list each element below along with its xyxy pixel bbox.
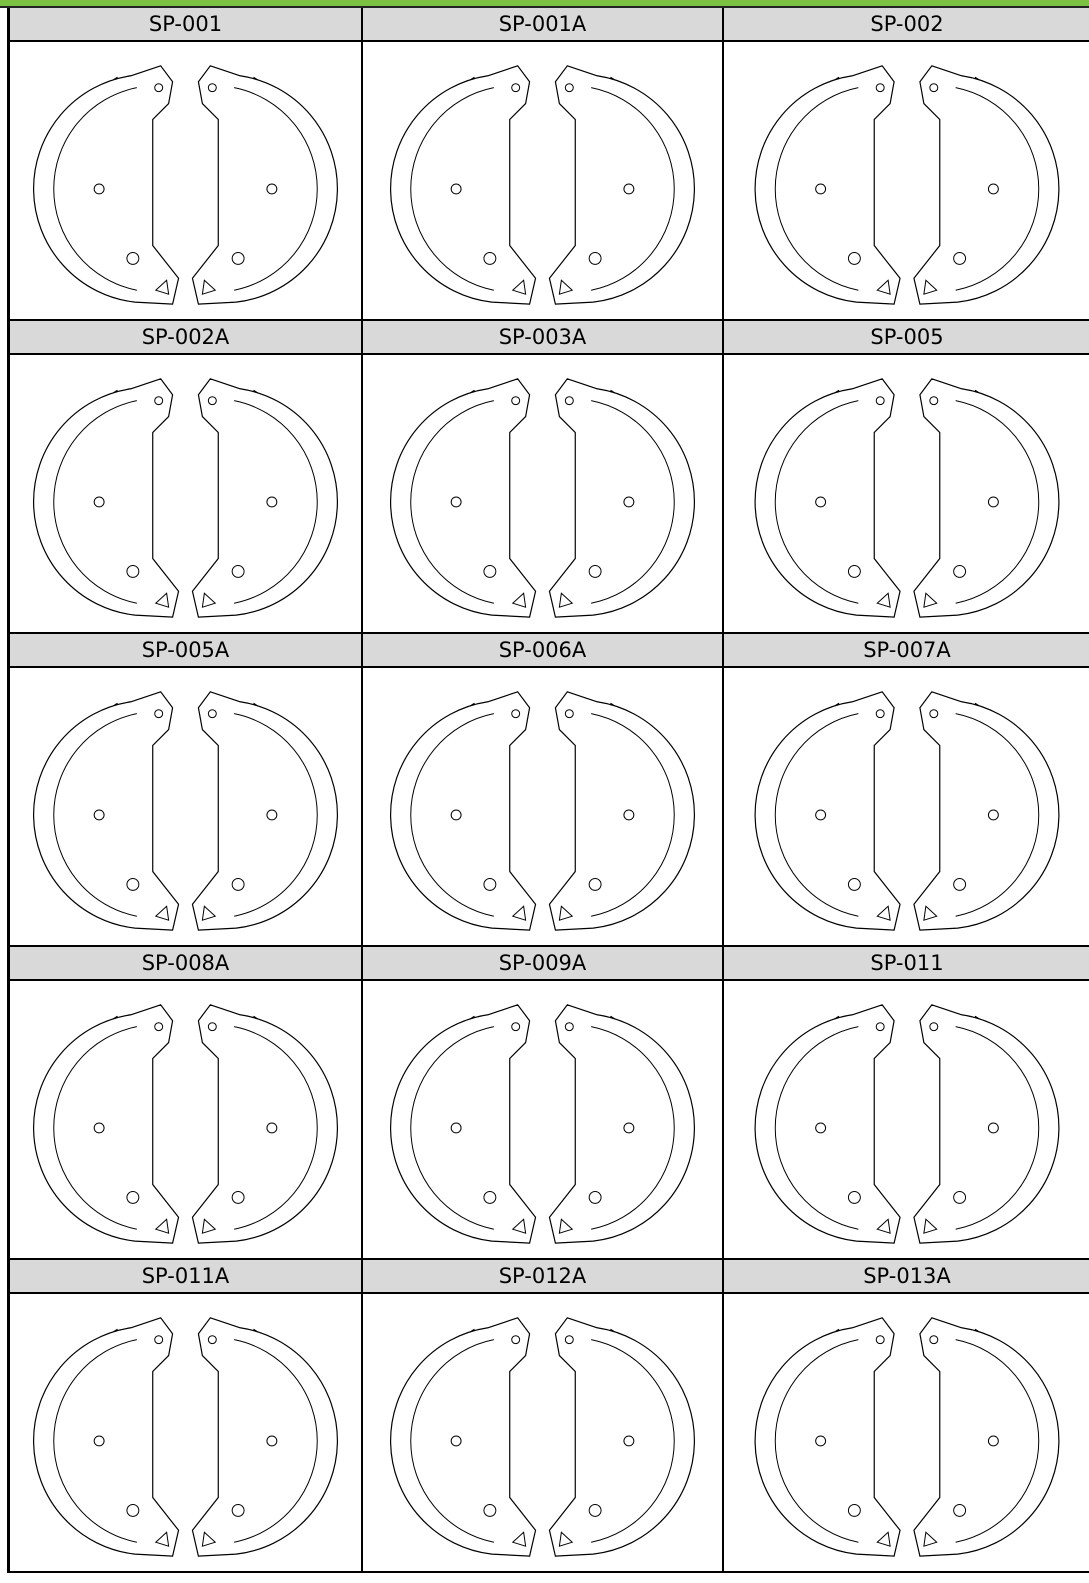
brake-shoe — [34, 1318, 338, 1556]
product-code: SP-002 — [724, 8, 1089, 42]
product-code: SP-002A — [10, 321, 361, 355]
product-code: SP-011A — [10, 1260, 361, 1294]
product-code: SP-003A — [363, 321, 722, 355]
brake-shoe-drawing — [363, 1294, 722, 1571]
brake-shoe — [755, 66, 1059, 304]
brake-shoe — [391, 692, 695, 930]
product-cell: SP-011 — [724, 947, 1089, 1260]
catalog-grid: SP-001 SP-001A SP-002 SP-002A SP-003A SP-005 S… — [7, 8, 1089, 1573]
product-code: SP-006A — [363, 634, 722, 668]
brake-shoe-drawing — [724, 981, 1089, 1258]
product-code: SP-012A — [363, 1260, 722, 1294]
product-cell: SP-007A — [724, 634, 1089, 947]
product-code: SP-001 — [10, 8, 361, 42]
product-code: SP-011 — [724, 947, 1089, 981]
brake-shoe — [755, 1318, 1059, 1556]
brake-shoe-drawing — [724, 668, 1089, 945]
product-cell: SP-001A — [363, 8, 724, 321]
brake-shoe-drawing — [10, 981, 361, 1258]
product-cell: SP-002 — [724, 8, 1089, 321]
product-cell: SP-011A — [10, 1260, 363, 1573]
top-bar — [0, 0, 1089, 8]
brake-shoe-drawing — [10, 355, 361, 632]
brake-shoe — [755, 1005, 1059, 1243]
brake-shoe-drawing — [363, 981, 722, 1258]
brake-shoe-drawing — [10, 668, 361, 945]
product-code: SP-008A — [10, 947, 361, 981]
product-cell: SP-009A — [363, 947, 724, 1260]
product-cell: SP-006A — [363, 634, 724, 947]
brake-shoe — [34, 1005, 338, 1243]
brake-shoe-drawing — [724, 355, 1089, 632]
brake-shoe — [391, 1005, 695, 1243]
product-cell: SP-008A — [10, 947, 363, 1260]
product-cell: SP-003A — [363, 321, 724, 634]
product-code: SP-005A — [10, 634, 361, 668]
brake-shoe-drawing — [363, 42, 722, 319]
brake-shoe-drawing — [363, 355, 722, 632]
product-code: SP-013A — [724, 1260, 1089, 1294]
brake-shoe-drawing — [724, 1294, 1089, 1571]
product-cell: SP-001 — [10, 8, 363, 321]
brake-shoe — [391, 379, 695, 617]
product-code: SP-001A — [363, 8, 722, 42]
brake-shoe-drawing — [363, 668, 722, 945]
brake-shoe — [755, 379, 1059, 617]
product-cell: SP-005A — [10, 634, 363, 947]
product-code: SP-005 — [724, 321, 1089, 355]
brake-shoe — [755, 692, 1059, 930]
product-code: SP-009A — [363, 947, 722, 981]
product-code: SP-007A — [724, 634, 1089, 668]
brake-shoe-drawing — [10, 1294, 361, 1571]
brake-shoe-drawing — [10, 42, 361, 319]
product-cell: SP-013A — [724, 1260, 1089, 1573]
product-cell: SP-012A — [363, 1260, 724, 1573]
brake-shoe-drawing — [724, 42, 1089, 319]
product-cell: SP-002A — [10, 321, 363, 634]
brake-shoe — [34, 379, 338, 617]
brake-shoe — [34, 692, 338, 930]
brake-shoe — [391, 1318, 695, 1556]
product-cell: SP-005 — [724, 321, 1089, 634]
brake-shoe — [391, 66, 695, 304]
brake-shoe — [34, 66, 338, 304]
